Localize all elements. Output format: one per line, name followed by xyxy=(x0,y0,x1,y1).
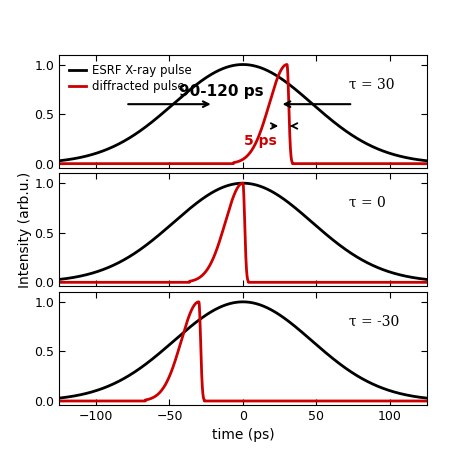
Legend: ESRF X-ray pulse, diffracted pulse: ESRF X-ray pulse, diffracted pulse xyxy=(65,61,196,96)
Text: τ = 0: τ = 0 xyxy=(349,196,385,210)
Text: τ = -30: τ = -30 xyxy=(349,315,399,329)
Text: τ = 30: τ = 30 xyxy=(349,77,394,91)
Text: 90-120 ps: 90-120 ps xyxy=(179,84,263,99)
Y-axis label: Intensity (arb.u.): Intensity (arb.u.) xyxy=(18,172,32,288)
Text: 5 ps: 5 ps xyxy=(244,134,277,148)
X-axis label: time (ps): time (ps) xyxy=(211,428,274,442)
